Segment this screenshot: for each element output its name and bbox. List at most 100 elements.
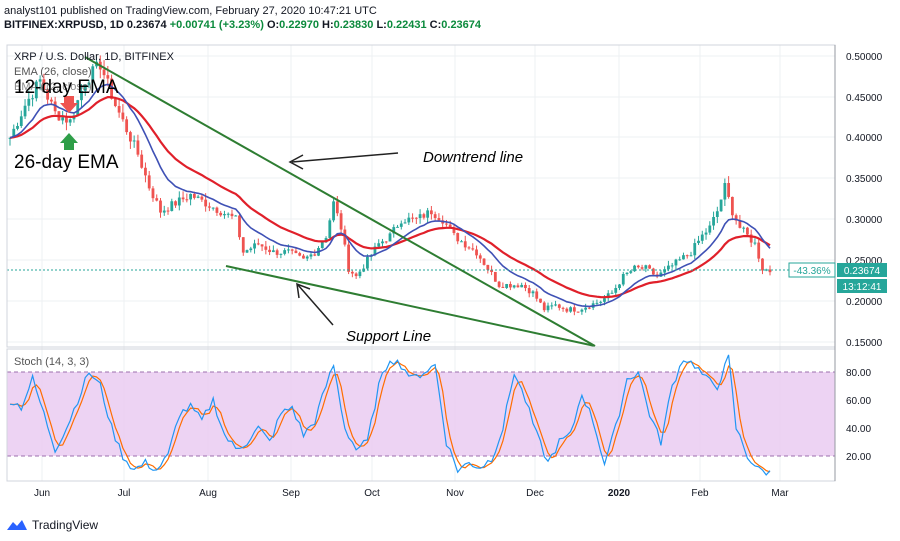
buy-marker-icon	[60, 133, 78, 150]
candle-body	[599, 301, 603, 303]
stoch-title: Stoch (14, 3, 3)	[14, 356, 89, 368]
legend-title: XRP / U.S. Dollar, 1D, BITFINEX	[14, 51, 175, 63]
stoch-tick-label: 80.00	[846, 368, 871, 379]
candle-body	[91, 66, 95, 83]
x-tick-label: 2020	[608, 488, 631, 499]
candle-body	[715, 211, 719, 218]
candle-body	[253, 243, 256, 249]
candle-body	[678, 259, 682, 261]
candle-body	[588, 307, 591, 309]
publish-line: analyst101 published on TradingView.com,…	[4, 5, 377, 17]
candle-body	[170, 201, 174, 211]
y-tick-label: 0.35000	[846, 174, 883, 185]
candle-body	[508, 284, 512, 288]
open-value: 0.22970	[279, 19, 319, 31]
candle-body	[407, 217, 411, 223]
candle-body	[550, 305, 554, 307]
candle-body	[636, 265, 640, 268]
time-axis[interactable]: Jun Jul Aug Sep Oct Nov Dec 2020 Feb Mar	[34, 488, 789, 499]
candle-body	[689, 255, 693, 257]
candle-body	[343, 229, 347, 245]
candle-body	[524, 284, 527, 289]
candle-body	[584, 307, 588, 310]
candle-body	[125, 119, 129, 133]
candle-body	[350, 271, 354, 274]
sell-marker-icon	[60, 96, 78, 113]
candle-body	[275, 250, 279, 255]
candle-body	[140, 154, 144, 168]
candle-body	[223, 214, 226, 216]
candle-body	[625, 272, 629, 275]
candle-body	[460, 241, 463, 243]
candle-body	[117, 106, 121, 113]
candle-body	[12, 128, 16, 138]
candle-body	[226, 213, 230, 215]
candle-body	[719, 199, 723, 212]
candle-body	[23, 105, 27, 117]
main-panel-border	[6, 44, 836, 348]
candle-body	[730, 196, 734, 216]
candle-body	[403, 222, 407, 224]
x-tick-label: Dec	[526, 488, 544, 499]
candle-body	[723, 183, 727, 200]
candle-body	[110, 78, 113, 99]
close-label: C:	[429, 19, 442, 31]
candle-body	[377, 243, 381, 247]
candle-body	[215, 207, 219, 213]
candle-body	[260, 244, 264, 247]
candle-body	[685, 255, 689, 257]
candle-body	[493, 271, 497, 282]
candle-body	[482, 258, 486, 265]
candle-body	[204, 199, 208, 207]
candle-body	[501, 286, 505, 288]
candle-body	[761, 258, 764, 271]
candle-body	[595, 302, 599, 304]
y-tick-label: 0.20000	[846, 297, 883, 308]
candle-body	[294, 250, 298, 254]
candle-body	[136, 140, 140, 155]
stoch-axis[interactable]: 80.00 60.00 40.00 20.00	[846, 368, 871, 463]
candle-body	[535, 291, 539, 299]
candle-body	[426, 210, 430, 218]
x-tick-label: Feb	[691, 488, 709, 499]
candle-body	[531, 291, 535, 294]
candle-body	[674, 259, 678, 266]
tradingview-logo-icon	[7, 520, 27, 530]
candle-body	[742, 227, 746, 229]
y-tick-label: 0.15000	[846, 338, 883, 349]
candle-body	[279, 253, 283, 255]
candle-body	[467, 247, 471, 249]
candle-body	[512, 285, 516, 288]
countdown-text: 13:12:41	[843, 282, 882, 293]
candle-body	[708, 225, 712, 233]
candle-body	[486, 264, 490, 270]
candle-body	[132, 140, 136, 142]
candle-body	[561, 307, 565, 309]
y-tick-label: 0.25000	[846, 256, 883, 267]
candle-body	[520, 284, 524, 288]
candle-body	[640, 267, 644, 269]
ema26-annotation: 26-day EMA	[14, 152, 119, 173]
candle-body	[445, 223, 448, 225]
candle-body	[557, 304, 561, 308]
support-annotation: Support Line	[346, 328, 431, 345]
candle-body	[268, 249, 272, 253]
candle-body	[34, 81, 38, 99]
change-pct-badge	[788, 262, 836, 278]
candle-body	[618, 284, 621, 289]
last-price-badge	[837, 263, 887, 277]
candle-body	[106, 75, 110, 79]
candle-body	[704, 232, 708, 235]
candle-body	[539, 298, 542, 303]
price-axis[interactable]: 0.50000 0.45000 0.40000 0.35000 0.30000 0.250…	[846, 52, 883, 349]
candle-body	[670, 265, 674, 267]
candle-body	[121, 112, 125, 120]
candle-body	[238, 215, 241, 238]
candle-body	[682, 255, 685, 260]
footer[interactable]: TradingView	[6, 515, 98, 535]
candle-body	[46, 89, 50, 100]
candle-body	[181, 197, 185, 200]
candle-body	[471, 248, 475, 250]
candle-body	[19, 116, 23, 126]
x-tick-label: Jun	[34, 488, 50, 499]
